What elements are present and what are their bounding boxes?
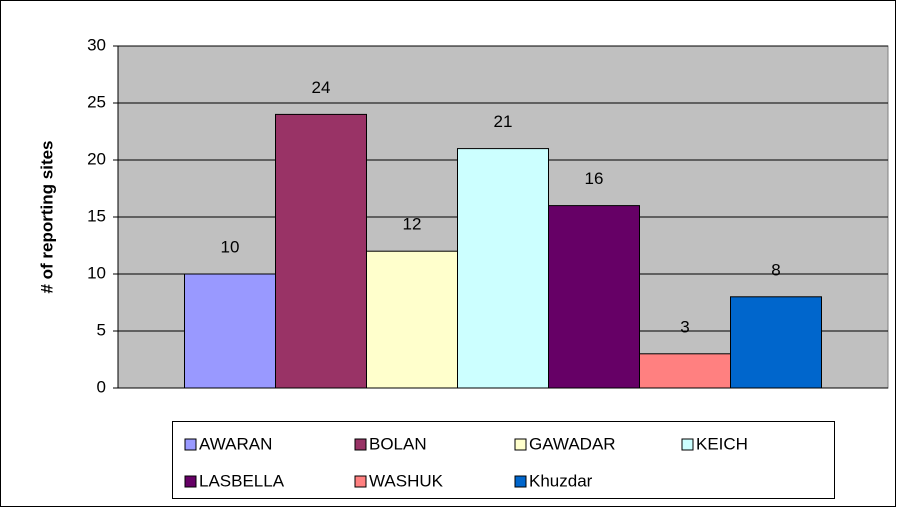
y-tick-label: 10 — [87, 263, 106, 282]
legend-marker — [354, 475, 367, 488]
y-tick-label: 15 — [87, 206, 106, 225]
bar — [184, 273, 276, 389]
bar — [275, 113, 367, 389]
bar — [730, 296, 822, 389]
value-label: 16 — [585, 169, 604, 188]
legend-marker — [184, 475, 197, 488]
legend-marker — [514, 475, 527, 488]
legend-label: LASBELLA — [199, 471, 285, 490]
legend-marker — [354, 438, 367, 451]
value-label: 21 — [494, 112, 513, 131]
legend-box — [172, 421, 835, 499]
legend-label: BOLAN — [369, 434, 427, 453]
legend-label: Khuzdar — [529, 471, 593, 490]
bar — [639, 353, 731, 389]
y-tick-label: 20 — [87, 149, 106, 168]
bar — [366, 250, 458, 389]
legend-marker — [514, 438, 527, 451]
legend-label: AWARAN — [199, 434, 272, 453]
legend-label: GAWADAR — [529, 434, 616, 453]
y-tick-label: 25 — [87, 92, 106, 111]
legend-label: KEICH — [696, 434, 748, 453]
value-label: 3 — [680, 317, 689, 336]
y-tick-label: 5 — [97, 320, 106, 339]
bar — [457, 148, 549, 389]
legend-marker — [681, 438, 694, 451]
y-axis-label: # of reporting sites — [37, 140, 56, 293]
value-label: 10 — [221, 237, 240, 256]
value-label: 12 — [403, 215, 422, 234]
y-tick-label: 0 — [97, 377, 106, 396]
legend-marker — [184, 438, 197, 451]
value-label: 24 — [312, 78, 331, 97]
legend-label: WASHUK — [369, 471, 444, 490]
value-label: 8 — [771, 260, 780, 279]
y-tick-label: 30 — [87, 35, 106, 54]
bar — [548, 205, 640, 389]
